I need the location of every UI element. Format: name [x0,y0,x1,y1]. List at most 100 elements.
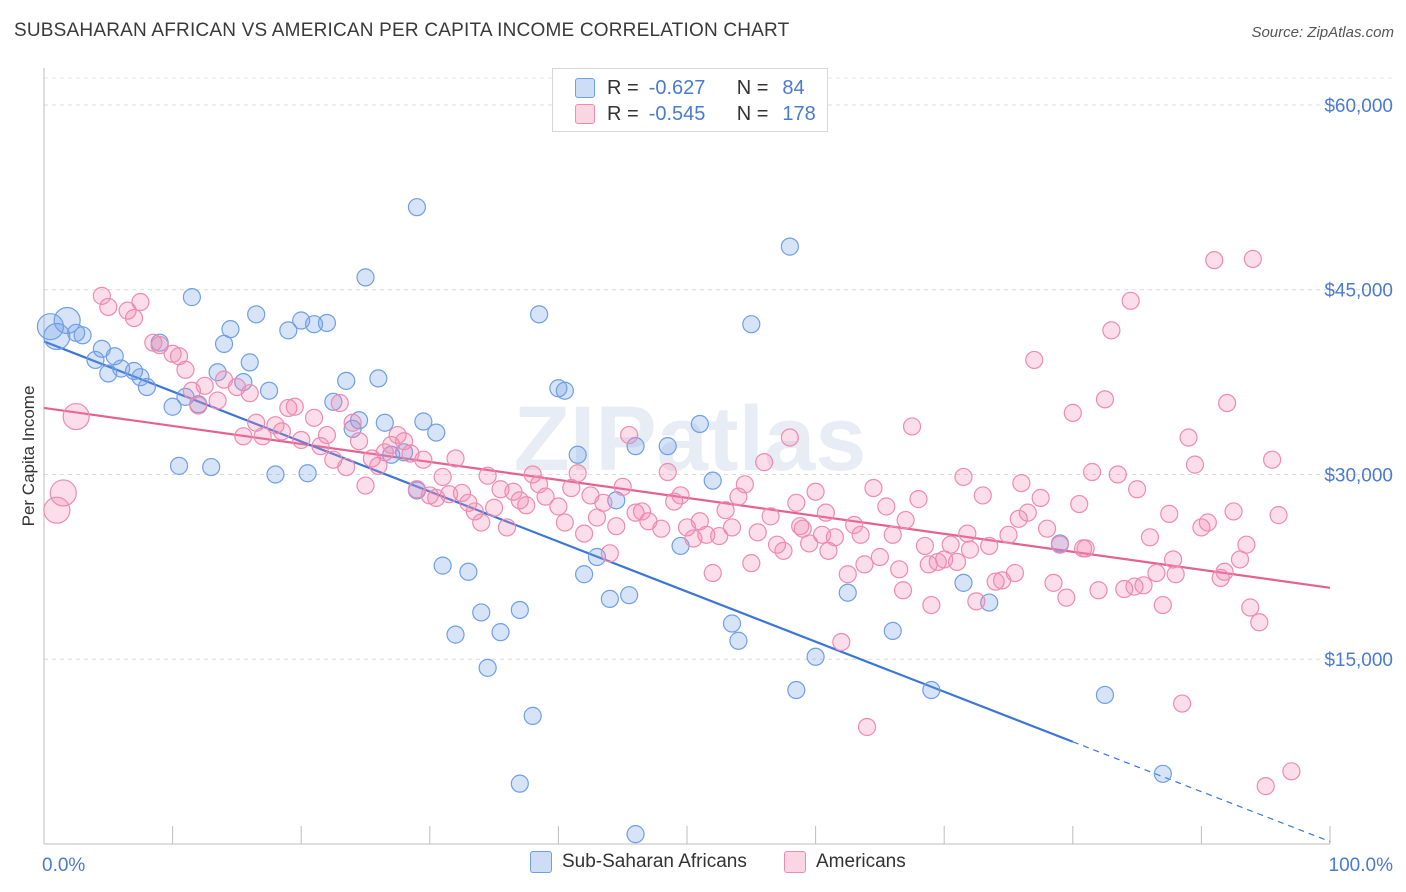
data-point [877,497,896,516]
data-point [446,625,465,644]
y-axis-title: Per Capita Income [19,386,38,527]
data-point [43,496,71,524]
data-point [304,315,324,334]
data-point [883,525,902,544]
data-point [433,467,452,487]
data-point [375,413,394,432]
data-point [902,417,922,436]
data-point [1256,777,1275,796]
data-point [182,288,201,307]
data-point [922,680,941,700]
data-point [131,368,150,387]
data-point [922,595,941,615]
data-point [893,581,913,600]
data-point [1237,535,1256,554]
data-point [787,493,806,512]
data-point [909,490,928,509]
data-point [1185,455,1205,474]
bottom-legend-item-subsaharan[interactable]: Sub-Saharan Africans [530,851,747,873]
data-point [896,510,915,530]
data-point [555,513,574,532]
data-point [446,449,465,468]
data-point [163,397,182,416]
data-point [748,523,767,542]
data-point [960,540,980,559]
n-value: 178 [782,102,816,125]
data-point [343,413,362,432]
stats-legend: R = -0.627 N = 84 R = -0.545 N = 178 [552,68,828,132]
data-point [169,456,189,475]
data-point [369,369,388,388]
data-point [234,427,253,446]
data-point [690,414,709,434]
data-point [73,326,92,345]
data-point [845,515,864,535]
data-point [356,476,375,495]
data-point [832,632,851,652]
data-point [1095,390,1115,409]
data-point [1050,535,1070,554]
data-point [825,528,844,547]
data-point [1031,488,1050,507]
data-point [568,464,587,483]
data-point [1005,563,1025,583]
data-point [337,457,356,477]
data-point [208,391,227,410]
data-point [838,583,857,602]
data-point [806,647,825,666]
data-point [472,603,491,622]
data-point [575,524,594,543]
data-point [626,825,645,844]
data-point [407,198,427,217]
bottom-legend-item-americans[interactable]: Americans [784,851,906,873]
data-point [722,614,742,633]
data-point [1241,598,1260,617]
data-point [92,286,111,305]
axis-layer [43,68,1331,845]
data-point [62,402,90,431]
data-point [414,450,433,469]
data-point [954,573,973,592]
trend-line-subsaharan-extrapolated [1072,741,1331,843]
data-point [523,706,542,725]
data-point [1057,588,1076,607]
data-point [600,589,619,608]
data-point [857,717,877,737]
y-tick-label: $30,000 [1324,465,1393,486]
n-label: N = [736,76,769,99]
data-point [272,422,292,441]
data-point [716,501,735,520]
data-point [337,371,356,390]
data-point [890,560,909,579]
data-point [195,376,214,395]
data-point [497,518,517,537]
series-subsaharan [36,198,1172,844]
data-point [999,525,1018,544]
data-point [189,396,208,415]
r-label: R = [607,102,639,125]
data-point [722,518,742,537]
data-point [324,392,343,411]
data-point [1166,565,1185,584]
data-point [729,631,748,650]
data-point [735,475,754,494]
data-point [1215,562,1234,581]
chart-title: SUBSAHARAN AFRICAN VS AMERICAN PER CAPIT… [14,20,790,41]
data-point [816,503,835,522]
data-point [703,471,722,490]
data-point [697,525,716,544]
n-label: N = [736,102,769,125]
legend-label: Sub-Saharan Africans [562,851,747,872]
data-point [1147,563,1166,583]
y-tick-label: $45,000 [1324,281,1393,302]
data-point [1108,465,1127,484]
data-point [780,237,799,256]
r-label: R = [607,76,639,99]
data-point [510,600,529,620]
data-point [452,483,472,503]
data-point [941,535,960,554]
data-point [568,445,587,464]
data-point [1205,251,1224,270]
y-tick-label: $60,000 [1324,96,1393,117]
